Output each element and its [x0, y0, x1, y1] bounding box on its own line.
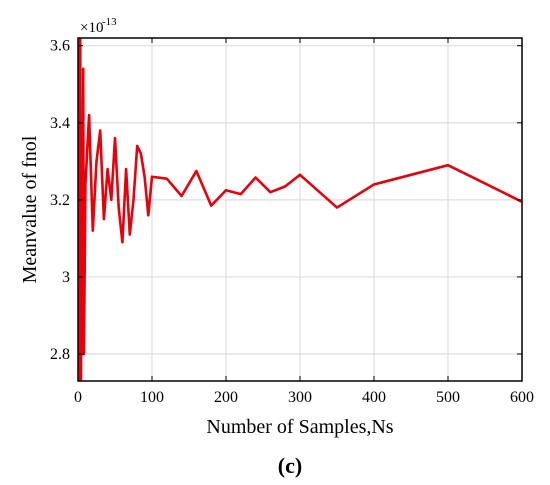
- grid: [77, 38, 523, 381]
- series-layer: [78, 38, 522, 381]
- series-line-0: [78, 38, 522, 381]
- ticks: [77, 38, 523, 381]
- panel-label: (c): [278, 453, 302, 478]
- y-tick-label: 2.8: [50, 346, 70, 363]
- y-tick-label: 3: [62, 269, 70, 286]
- x-tick-label: 300: [288, 389, 312, 406]
- y-axis-title: Meanvalue of fnol: [19, 135, 41, 283]
- y-tick-label: 3.4: [50, 115, 70, 132]
- x-tick-label: 200: [214, 389, 238, 406]
- x-tick-label: 600: [510, 389, 534, 406]
- y-exponent-power: -13: [102, 16, 117, 28]
- y-tick-label: 3.2: [50, 192, 70, 209]
- y-tick-label: 3.6: [50, 38, 70, 55]
- x-tick-label: 0: [74, 389, 82, 406]
- x-tick-label: 100: [140, 389, 164, 406]
- x-axis-title: Number of Samples,Ns: [206, 416, 393, 438]
- x-tick-label: 500: [436, 389, 460, 406]
- labels: 0 100 200 300 400 500 600 2.8 3 3.2 3.4 3.6: [50, 38, 534, 406]
- x-tick-label: 400: [362, 389, 386, 406]
- y-exponent-base: ×10: [80, 20, 103, 36]
